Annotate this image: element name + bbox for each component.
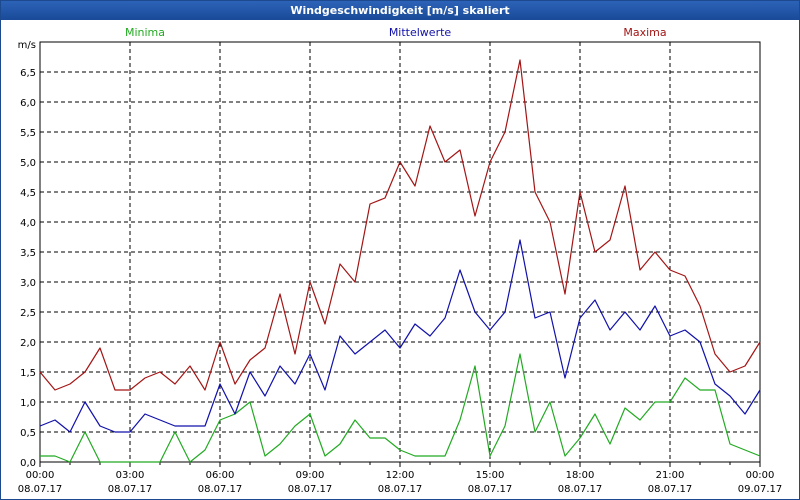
x-tick-time: 09:00 [296,470,325,481]
x-tick-time: 06:00 [206,470,235,481]
legend: Minima Mittelwerte Maxima [125,26,667,39]
legend-entry: Mittelwerte [389,26,452,39]
x-tick-date: 08.07.17 [558,484,603,495]
x-tick-time: 00:00 [26,470,55,481]
x-tick-time: 03:00 [116,470,145,481]
y-tick-label: 1,5 [20,368,36,379]
x-tick-time: 21:00 [656,470,685,481]
series-line-minima [40,353,761,463]
x-tick-date: 08.07.17 [648,484,693,495]
y-tick-label: 4,0 [20,218,36,229]
y-tick-label: 1,0 [20,398,36,409]
plot-border [39,41,761,463]
series-line-maxima [39,59,761,391]
x-tick-time: 00:00 [746,470,775,481]
legend-entry: Maxima [623,26,666,39]
y-tick-label: 6,5 [20,68,36,79]
x-tick-date: 08.07.17 [18,484,63,495]
y-tick-label: 6,0 [20,98,36,109]
y-tick-label: 5,5 [20,128,36,139]
x-tick-date: 08.07.17 [198,484,243,495]
y-tick-label: 3,5 [20,248,36,259]
x-tick-date: 08.07.17 [468,484,513,495]
y-tick-label: 0,0 [20,458,36,469]
tick-labels: 0,0 0,5 1,0 1,5 2,0 2,5 3,0 3,5 4,0 4,5 5,0 5,5 6,0 6… [18,40,783,495]
x-tick-date: 08.07.17 [378,484,423,495]
y-axis-label: m/s [18,40,36,51]
x-tick-time: 15:00 [476,470,505,481]
axes [39,41,761,467]
x-tick-time: 18:00 [566,470,595,481]
series-line-mittelwerte [39,239,761,433]
series-lines [39,59,761,463]
y-tick-label: 5,0 [20,158,36,169]
x-tick-date: 08.07.17 [288,484,333,495]
grid-lines [39,42,761,463]
x-tick-time: 12:00 [386,470,415,481]
x-tick-date: 09.07.17 [738,484,783,495]
legend-entry: Minima [125,26,165,39]
y-tick-label: 0,5 [20,428,36,439]
y-tick-label: 3,0 [20,278,36,289]
y-tick-label: 2,0 [20,338,36,349]
y-tick-label: 2,5 [20,308,36,319]
x-tick-date: 08.07.17 [108,484,153,495]
window-title: Windgeschwindigkeit [m/s] skaliert [1,1,799,20]
y-tick-label: 4,5 [20,188,36,199]
